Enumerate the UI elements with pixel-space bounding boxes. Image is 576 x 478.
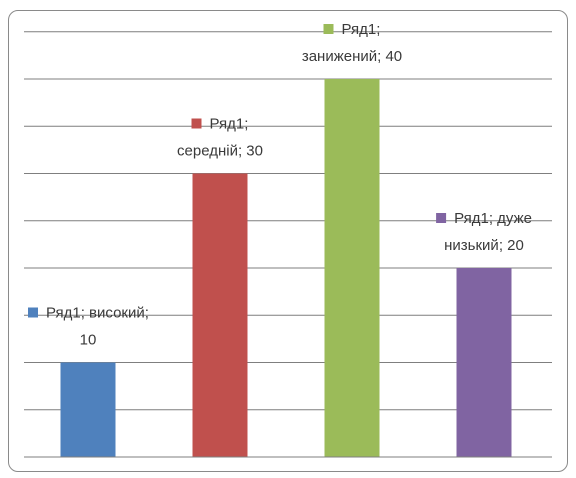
data-label-line1: Ряд1; високий; [46, 305, 149, 322]
bars [60, 79, 512, 457]
bar-середній [192, 173, 248, 457]
data-label: Ряд1; високий; 10 [28, 305, 149, 349]
data-label: Ряд1; дуже низький; 20 [436, 210, 532, 254]
data-label-line2: 10 [80, 332, 97, 349]
legend-key-square [436, 213, 447, 223]
data-label-line1: Ряд1; [210, 116, 249, 133]
data-label-line2: низький; 20 [444, 237, 524, 254]
bar-високий [60, 362, 116, 457]
legend-key-square [323, 24, 334, 34]
legend-key-square [28, 307, 38, 318]
data-label-line2: середній; 30 [177, 143, 263, 160]
legend-key-square [191, 118, 202, 129]
data-label-line1: Ряд1; [342, 21, 381, 38]
bar-занижений [324, 79, 380, 457]
data-label: Ряд1; занижений; 40 [302, 21, 402, 65]
data-label-line1: Ряд1; дуже [454, 210, 532, 227]
data-labels: Ряд1; високий; 10 Ряд1; середній; 30 Ряд1; за… [28, 21, 532, 349]
data-label-line2: занижений; 40 [302, 48, 402, 65]
data-label: Ряд1; середній; 30 [177, 116, 263, 160]
bar-дуже-низький [456, 268, 512, 457]
